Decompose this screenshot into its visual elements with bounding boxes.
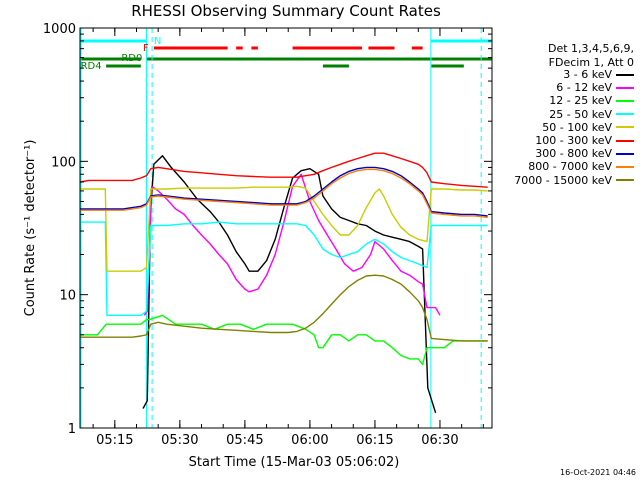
series-line-0 — [142, 155, 437, 414]
plot-frame — [79, 27, 493, 429]
x-tick-label-4: 06:15 — [356, 433, 393, 448]
legend-label-6: 300 - 800 keV — [535, 147, 612, 161]
x-tick-label-3: 06:00 — [291, 433, 328, 448]
chart-title: RHESSI Observing Summary Count Rates — [131, 2, 441, 20]
legend-label-8: 7000 - 15000 keV — [514, 173, 612, 187]
legend-header-line-2: FDecim 1, Att 0 — [548, 56, 634, 69]
series-line-5 — [80, 152, 488, 188]
legend-swatch-5 — [616, 139, 634, 142]
legend-entry-8: 7000 - 15000 keV — [514, 174, 634, 187]
legend-swatch-4 — [616, 126, 634, 129]
legend-swatch-8 — [616, 179, 634, 182]
series-line-2 — [80, 314, 488, 366]
flag-layer — [80, 28, 492, 428]
y-tick-label-2: 100 — [51, 155, 76, 170]
legend-entry-3: 25 - 50 keV — [549, 108, 634, 121]
legend-entry-1: 6 - 12 keV — [556, 81, 634, 94]
legend-entry-5: 100 - 300 keV — [535, 134, 634, 147]
tick-label-layer: 1 10 100 1000 05:15 05:30 05:45 06:00 06:15 06:30… — [23, 22, 459, 470]
series-line-8 — [80, 274, 488, 342]
y-tick-label-3: 1000 — [43, 22, 76, 37]
x-tick-label-0: 05:15 — [96, 433, 133, 448]
legend-swatch-7 — [616, 165, 634, 168]
legend-entry-2: 12 - 25 keV — [549, 94, 634, 107]
footer-date: 16-Oct-2021 04:46 — [560, 468, 636, 477]
series-line-1 — [143, 173, 441, 316]
legend-swatch-1 — [616, 86, 634, 89]
legend-entry-7: 800 - 7000 keV — [528, 160, 634, 173]
series-line-7 — [80, 168, 488, 219]
series-line-3 — [80, 221, 488, 316]
flag-label-night: N — [154, 36, 161, 47]
x-axis-title: Start Time (15-Mar-03 05:06:02) — [189, 455, 400, 470]
axis-layer — [79, 27, 493, 429]
series-layer — [80, 152, 488, 414]
series-line-6 — [80, 166, 488, 217]
y-tick-label-1: 10 — [59, 289, 76, 304]
y-tick-label-0: 1 — [68, 422, 76, 437]
flag-label-flare: F — [143, 43, 149, 54]
legend-label-7: 800 - 7000 keV — [528, 160, 612, 174]
x-tick-label-1: 05:30 — [161, 433, 198, 448]
legend-label-5: 100 - 300 keV — [535, 134, 612, 147]
legend-swatch-6 — [616, 152, 634, 155]
x-tick-label-5: 06:30 — [421, 433, 458, 448]
legend-entry-0: 3 - 6 keV — [563, 68, 634, 81]
legend-swatch-0 — [616, 73, 634, 76]
legend-header-line-1: Det 1,3,4,5,6,9, — [547, 42, 634, 55]
legend-label-4: 50 - 100 keV — [542, 120, 612, 134]
flag-label-rd4: RD4 — [81, 61, 102, 72]
flag-label-rd0: RD0 — [121, 53, 142, 64]
legend-swatch-2 — [616, 99, 634, 102]
legend-label-0: 3 - 6 keV — [563, 68, 612, 81]
legend-label-1: 6 - 12 keV — [556, 81, 612, 95]
legend-label-2: 12 - 25 keV — [549, 94, 612, 108]
legend-entry-6: 300 - 800 keV — [535, 147, 634, 160]
series-line-4 — [80, 185, 488, 272]
legend-entry-4: 50 - 100 keV — [542, 121, 634, 134]
legend-swatch-3 — [616, 113, 634, 116]
x-tick-label-2: 05:45 — [226, 433, 263, 448]
y-axis-title: Count Rate (s⁻¹ detector⁻¹) — [23, 140, 38, 317]
legend-label-3: 25 - 50 keV — [549, 107, 612, 121]
